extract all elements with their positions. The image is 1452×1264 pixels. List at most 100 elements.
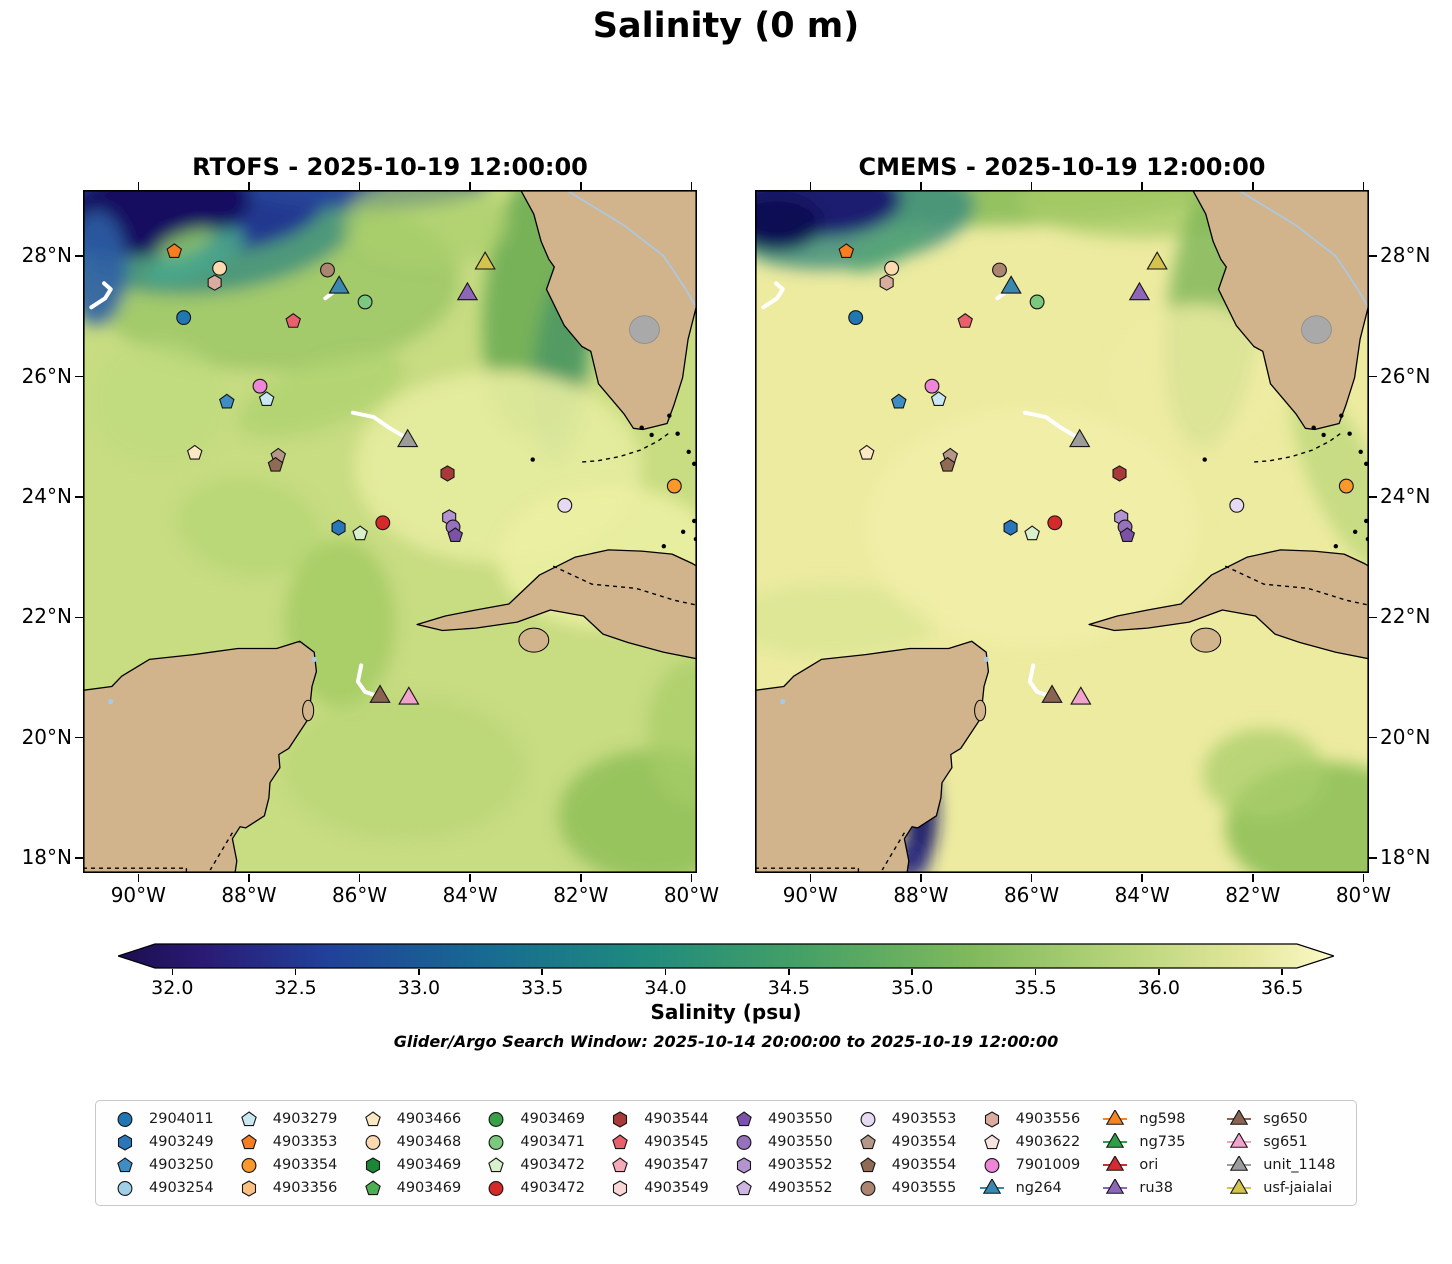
map-marker-4903249 xyxy=(331,519,346,536)
lat-tick-label: 28°N xyxy=(21,243,72,268)
pentagon-marker-icon xyxy=(736,1179,752,1195)
lat-tick xyxy=(75,857,83,859)
lon-tick-label: 86°W xyxy=(1003,883,1060,907)
lon-tick-label: 86°W xyxy=(331,883,388,907)
colorbar-tick-label: 33.5 xyxy=(521,977,564,999)
circle-marker-icon xyxy=(241,1157,257,1173)
legend-label: ng264 xyxy=(1015,1179,1062,1196)
lon-tick-label: 82°W xyxy=(553,883,609,907)
map-marker-4903353 xyxy=(838,243,855,258)
legend-item-4903356: 4903356 xyxy=(234,1176,352,1199)
lat-tick-label: 24°N xyxy=(21,483,72,508)
legend-label: 4903550 xyxy=(768,1133,833,1150)
legend-label: sg651 xyxy=(1263,1133,1308,1150)
legend-label: 2904011 xyxy=(149,1110,214,1127)
map-marker-4903354 xyxy=(666,478,682,494)
triangle-marker-icon xyxy=(1103,1109,1128,1125)
lon-tick-label: 80°W xyxy=(663,883,720,907)
lat-tick xyxy=(1369,857,1377,859)
legend-label: 4903249 xyxy=(149,1133,214,1150)
lon-tick-label: 88°W xyxy=(221,883,277,907)
legend-label: 4903468 xyxy=(396,1133,462,1150)
legend-item-unit_1148: unit_1148 xyxy=(1224,1153,1342,1176)
lon-tick-label: 84°W xyxy=(1114,883,1170,907)
lon-tick xyxy=(809,873,812,882)
lon-tick xyxy=(580,873,582,882)
lat-tick-label: 22°N xyxy=(1380,604,1431,629)
colorbar-tick xyxy=(664,969,667,975)
legend-label: 4903554 xyxy=(891,1133,957,1150)
legend-label: sg650 xyxy=(1263,1110,1308,1127)
legend-label: usf-jaialai xyxy=(1263,1179,1333,1196)
colorbar-tick-label: 34.0 xyxy=(644,977,687,999)
lat-tick xyxy=(1369,496,1377,498)
pentagon-marker-icon xyxy=(612,1133,628,1149)
lon-tick xyxy=(469,181,471,190)
legend-item-4903552: 4903552 xyxy=(729,1176,847,1199)
legend-item-4903254: 4903254 xyxy=(110,1176,228,1199)
panel-cmems: CMEMS - 2025-10-19 12:00:00 xyxy=(755,150,1369,873)
map-marker-4903472 xyxy=(375,515,391,531)
legend-item-4903554: 4903554 xyxy=(853,1153,971,1176)
map-marker-4903554 xyxy=(267,456,284,472)
legend-label: 4903552 xyxy=(768,1156,833,1173)
lat-tick xyxy=(75,496,83,498)
lon-tick-label: 82°W xyxy=(1225,883,1281,907)
colorbar-gradient xyxy=(116,943,1336,969)
legend-label: 4903353 xyxy=(272,1133,338,1150)
colorbar-tick xyxy=(171,969,174,975)
map-marker-4903466 xyxy=(186,444,203,460)
lat-tick xyxy=(75,375,83,378)
map-marker-4903555 xyxy=(992,262,1007,278)
circle-marker-icon xyxy=(860,1111,876,1127)
lon-tick xyxy=(1252,181,1254,190)
lon-tick xyxy=(1030,181,1033,190)
lat-tick xyxy=(1369,616,1377,618)
colorbar-tick xyxy=(1034,969,1037,975)
colorbar-tick-label: 36.0 xyxy=(1137,977,1181,999)
lon-tick-label: 90°W xyxy=(110,883,166,907)
lon-tick xyxy=(1030,873,1033,882)
lon-tick xyxy=(1252,873,1254,882)
lat-tick-label: 18°N xyxy=(21,844,72,869)
legend-item-ori: ori xyxy=(1100,1153,1218,1176)
map-marker-sg650 xyxy=(369,684,391,703)
map-marker-7901009 xyxy=(924,378,940,394)
map-marker-4903472 xyxy=(1047,515,1063,531)
pentagon-marker-icon xyxy=(612,1156,628,1172)
legend-item-4903468: 4903468 xyxy=(358,1130,476,1153)
map-marker-sg651 xyxy=(398,686,420,705)
legend-item-4903469: 4903469 xyxy=(358,1176,476,1199)
pentagon-marker-icon xyxy=(983,1133,1000,1149)
legend-label: unit_1148 xyxy=(1263,1156,1336,1173)
lat-tick-label: 18°N xyxy=(1380,844,1431,869)
map-marker-ng264 xyxy=(1000,275,1022,294)
legend-label: 4903471 xyxy=(520,1133,585,1150)
map-marker-4903353 xyxy=(166,243,183,258)
colorbar-tick-label: 32.5 xyxy=(274,977,317,999)
colorbar-tick xyxy=(541,969,543,975)
triangle-marker-icon xyxy=(1227,1178,1252,1194)
map-marker-2904011 xyxy=(848,310,864,326)
map-marker-4903468 xyxy=(212,260,228,276)
legend-item-4903466: 4903466 xyxy=(358,1107,476,1130)
lat-tick xyxy=(1369,736,1377,739)
map-marker-4903466 xyxy=(858,444,875,460)
colorbar-tick-label: 36.5 xyxy=(1261,977,1304,999)
map-marker-4903250 xyxy=(219,393,235,409)
circle-marker-icon xyxy=(117,1111,133,1127)
lon-tick-label: 90°W xyxy=(782,883,838,907)
colorbar xyxy=(116,943,1336,969)
circle-marker-icon xyxy=(984,1157,1000,1173)
colorbar-tick xyxy=(1158,969,1160,975)
map-marker-4903550 xyxy=(1119,527,1136,543)
legend-item-4903544: 4903544 xyxy=(605,1107,723,1130)
map-marker-4903471 xyxy=(357,294,373,310)
circle-marker-icon xyxy=(117,1180,133,1196)
hexagon-marker-icon xyxy=(736,1156,752,1174)
legend-label: 4903552 xyxy=(768,1179,833,1196)
lon-tick xyxy=(137,181,140,190)
legend-label: 4903549 xyxy=(644,1179,709,1196)
legend-item-ng598: ng598 xyxy=(1100,1107,1218,1130)
lat-tick-label: 24°N xyxy=(1380,483,1431,508)
